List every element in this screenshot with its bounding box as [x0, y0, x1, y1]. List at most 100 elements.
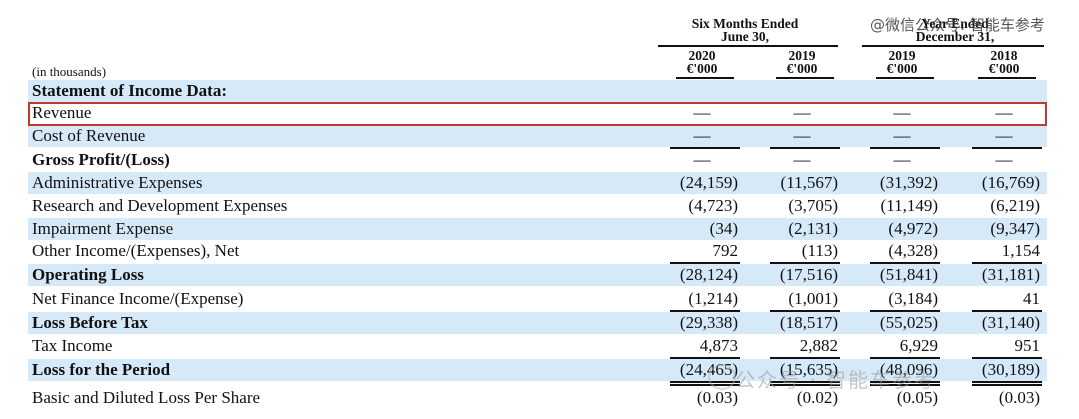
total-double-underline: [870, 381, 940, 383]
table-cell: —: [793, 150, 811, 169]
group-title: Six Months Ended: [691, 16, 799, 31]
table-row: Loss Before Tax (29,338) (18,517) (55,025) (…: [28, 312, 1047, 334]
table-cell: (1,214): [688, 289, 738, 308]
column-header-underline: [876, 77, 934, 79]
subtotal-underline: [972, 147, 1042, 149]
table-cell: (1,001): [788, 289, 838, 308]
row-label: Cost of Revenue: [32, 126, 146, 145]
table-cell: (31,392): [879, 173, 938, 192]
table-cell: (15,635): [779, 360, 838, 379]
table-cell: (17,516): [779, 265, 838, 284]
subtotal-underline: [770, 357, 840, 359]
table-cell: (24,159): [679, 173, 738, 192]
table-cell: —: [693, 150, 711, 169]
subtotal-underline: [870, 262, 940, 264]
total-double-underline: [972, 381, 1042, 383]
row-label: Impairment Expense: [32, 219, 174, 238]
row-label: Statement of Income Data:: [32, 81, 227, 100]
row-label: Other Income/(Expenses), Net: [32, 241, 240, 260]
group-header-six-months: Six Months Ended June 30,: [650, 16, 840, 44]
column-year: 2018: [990, 48, 1018, 63]
column-header: 2018 €'000: [968, 48, 1040, 76]
table-cell: —: [893, 126, 911, 145]
column-header-underline: [776, 77, 834, 79]
column-year: 2019: [788, 48, 816, 63]
table-row: Operating Loss (28,124) (17,516) (51,841) (3…: [28, 264, 1047, 286]
total-double-underline: [770, 381, 840, 383]
table-cell: (2,131): [788, 219, 838, 238]
table-row: Cost of Revenue — — — —: [28, 125, 1047, 147]
subtotal-underline: [670, 310, 740, 312]
subtotal-underline: [770, 262, 840, 264]
table-cell: (4,972): [888, 219, 938, 238]
table-cell: 2,882: [799, 336, 838, 355]
table-cell: —: [793, 126, 811, 145]
subtotal-underline: [670, 357, 740, 359]
table-cell: (0.03): [998, 388, 1040, 407]
table-row: Net Finance Income/(Expense) (1,214) (1,00…: [28, 288, 1047, 310]
subtotal-underline: [770, 147, 840, 149]
subtotal-underline: [870, 147, 940, 149]
column-header-underline: [676, 77, 734, 79]
total-double-underline: [670, 384, 740, 386]
table-row: Revenue — — — —: [28, 102, 1047, 124]
table-cell: —: [995, 150, 1013, 169]
table-cell: (29,338): [679, 313, 738, 332]
column-header: 2019 €'000: [866, 49, 938, 76]
table-cell: (28,124): [679, 265, 738, 284]
table-cell: (3,705): [788, 196, 838, 215]
table-cell: (0.03): [696, 388, 738, 407]
total-double-underline: [770, 384, 840, 386]
column-unit: €'000: [786, 61, 818, 76]
table-cell: (55,025): [879, 313, 938, 332]
row-label: Operating Loss: [32, 265, 144, 284]
unit-note: (in thousands): [32, 64, 107, 79]
total-double-underline: [870, 384, 940, 386]
table-cell: 1,154: [1001, 241, 1040, 260]
column-unit: €'000: [886, 61, 918, 76]
table-cell: 41: [1023, 289, 1040, 308]
table-cell: —: [893, 150, 911, 169]
subtotal-underline: [870, 357, 940, 359]
row-label: Basic and Diluted Loss Per Share: [32, 388, 261, 407]
table-cell: (113): [801, 241, 838, 260]
total-double-underline: [972, 384, 1042, 386]
row-label: Loss Before Tax: [32, 313, 148, 332]
row-label: Administrative Expenses: [32, 173, 203, 192]
group-subtitle: December 31,: [915, 29, 995, 44]
table-cell: 951: [1014, 336, 1041, 355]
table-cell: (16,769): [981, 173, 1040, 192]
row-label: Loss for the Period: [32, 360, 171, 379]
table-row: Statement of Income Data:: [28, 80, 1047, 102]
table-cell: (6,219): [990, 196, 1040, 215]
table-cell: (4,723): [688, 196, 738, 215]
table-cell: (30,189): [981, 360, 1040, 379]
table-cell: (3,184): [888, 289, 938, 308]
row-label: Research and Development Expenses: [32, 196, 288, 215]
row-label: Net Finance Income/(Expense): [32, 289, 244, 308]
group-underline: [862, 45, 1044, 47]
table-cell: (0.02): [796, 388, 838, 407]
table-cell: 792: [712, 241, 739, 260]
table-cell: —: [995, 103, 1013, 122]
column-unit: €'000: [988, 61, 1020, 76]
group-title: Year Ended: [921, 16, 989, 31]
table-cell: —: [693, 103, 711, 122]
table-cell: (9,347): [990, 219, 1040, 238]
table-cell: (31,140): [981, 313, 1040, 332]
table-row: Tax Income 4,873 2,882 6,929 951: [28, 335, 1047, 357]
wechat-logo-icon: [708, 364, 736, 390]
table-cell: —: [793, 103, 811, 122]
group-underline: [658, 45, 838, 47]
column-header-underline: [978, 77, 1036, 79]
column-year: 2020: [688, 48, 716, 63]
table-row: Research and Development Expenses (4,723)…: [28, 195, 1047, 217]
table-cell: (18,517): [779, 313, 838, 332]
column-unit: €'000: [686, 61, 718, 76]
subtotal-underline: [770, 310, 840, 312]
table-cell: (34): [709, 219, 738, 238]
table-cell: (48,096): [879, 360, 938, 379]
table-cell: (0.05): [896, 388, 938, 407]
row-label: Tax Income: [32, 336, 113, 355]
row-label: Revenue: [32, 103, 92, 122]
